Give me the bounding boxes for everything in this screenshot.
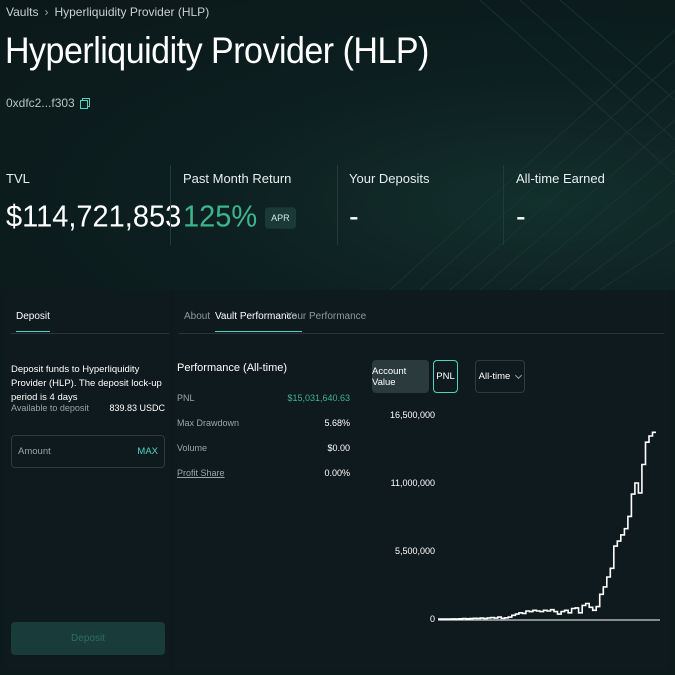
tab-divider xyxy=(11,333,169,334)
available-row: Available to deposit 839.83 USDC xyxy=(11,403,165,413)
y-tick-label: 11,000,000 xyxy=(391,478,435,488)
stat-tvl-value: $114,721,853 xyxy=(6,200,182,234)
pnl-series-line xyxy=(438,431,656,620)
performance-title: Performance (All-time) xyxy=(177,362,288,374)
tab-divider xyxy=(179,333,664,334)
breadcrumb-vaults-link[interactable]: Vaults xyxy=(6,5,39,19)
deposit-description: Deposit funds to Hyperliquidity Provider… xyxy=(11,364,162,403)
perf-value: 0.00% xyxy=(324,468,350,478)
breadcrumb: Vaults › Hyperliquidity Provider (HLP) xyxy=(6,5,209,19)
tab-your-performance[interactable]: Your Performance xyxy=(286,311,367,322)
stat-divider xyxy=(503,165,504,245)
max-button[interactable]: MAX xyxy=(137,446,158,457)
stat-divider xyxy=(337,165,338,245)
perf-value: $0.00 xyxy=(327,443,350,453)
decorative-lines xyxy=(389,0,675,290)
tab-vault-performance[interactable]: Vault Performance xyxy=(215,311,303,332)
stat-earned-label: All-time Earned xyxy=(516,171,605,186)
hero-section: Vaults › Hyperliquidity Provider (HLP) H… xyxy=(0,0,675,290)
amount-input[interactable]: Amount MAX xyxy=(11,435,165,468)
vault-address: 0xdfc2...f303 xyxy=(6,96,90,110)
stat-return-value: 125% xyxy=(183,200,258,234)
stat-tvl: TVL $114,721,853 xyxy=(6,165,181,245)
profit-share-link[interactable]: Profit Share xyxy=(177,468,225,478)
tab-deposit[interactable]: Deposit xyxy=(16,311,50,332)
perf-label: Max Drawdown xyxy=(177,418,240,428)
copy-icon[interactable] xyxy=(79,98,90,109)
available-value: 839.83 USDC xyxy=(109,403,165,413)
stat-earned-value: - xyxy=(516,200,526,234)
stat-deposits-label: Your Deposits xyxy=(349,171,430,186)
chevron-down-icon xyxy=(515,371,523,379)
account-value-button[interactable]: Account Value xyxy=(372,360,429,393)
available-label: Available to deposit xyxy=(11,403,89,413)
range-select-value: All-time xyxy=(478,371,511,382)
stats-row: TVL $114,721,853 Past Month Return 125% … xyxy=(0,165,675,245)
stat-earned: All-time Earned - xyxy=(516,165,605,245)
breadcrumb-current: Hyperliquidity Provider (HLP) xyxy=(54,5,210,19)
perf-value: 5.68% xyxy=(324,418,350,428)
pnl-chart: 16,500,000 11,000,000 5,500,000 0 xyxy=(390,410,660,624)
page-title: Hyperliquidity Provider (HLP) xyxy=(5,30,429,72)
y-tick-label: 0 xyxy=(430,614,435,624)
stat-divider xyxy=(170,165,171,245)
perf-value: $15,031,640.63 xyxy=(287,393,350,403)
perf-label: Volume xyxy=(177,443,208,453)
apr-badge: APR xyxy=(265,206,296,229)
stat-return: Past Month Return 125% APR xyxy=(183,165,296,245)
y-tick-label: 16,500,000 xyxy=(390,410,435,420)
y-tick-label: 5,500,000 xyxy=(395,546,435,556)
chevron-right-icon: › xyxy=(44,5,49,19)
vault-address-text: 0xdfc2...f303 xyxy=(6,96,75,110)
perf-row-volume: Volume $0.00 xyxy=(177,443,350,453)
perf-row-profit-share: Profit Share 0.00% xyxy=(177,468,350,478)
perf-row-max-drawdown: Max Drawdown 5.68% xyxy=(177,418,350,428)
stat-return-label: Past Month Return xyxy=(183,171,292,186)
performance-panel: About Vault Performance Your Performance… xyxy=(173,290,670,670)
amount-placeholder: Amount xyxy=(18,446,51,457)
deposit-panel: Deposit Deposit funds to Hyperliquidity … xyxy=(5,290,170,670)
perf-row-pnl: PNL $15,031,640.63 xyxy=(177,393,350,403)
deposit-button[interactable]: Deposit xyxy=(11,622,165,655)
stat-return-value-wrap: 125% APR xyxy=(183,200,296,235)
stat-deposits: Your Deposits - xyxy=(349,165,429,245)
perf-label: PNL xyxy=(177,393,195,403)
stat-deposits-value: - xyxy=(349,200,359,234)
pnl-button[interactable]: PNL xyxy=(433,360,458,393)
stat-tvl-label: TVL xyxy=(6,171,30,186)
tab-about[interactable]: About xyxy=(184,311,211,322)
range-select[interactable]: All-time xyxy=(475,360,525,393)
